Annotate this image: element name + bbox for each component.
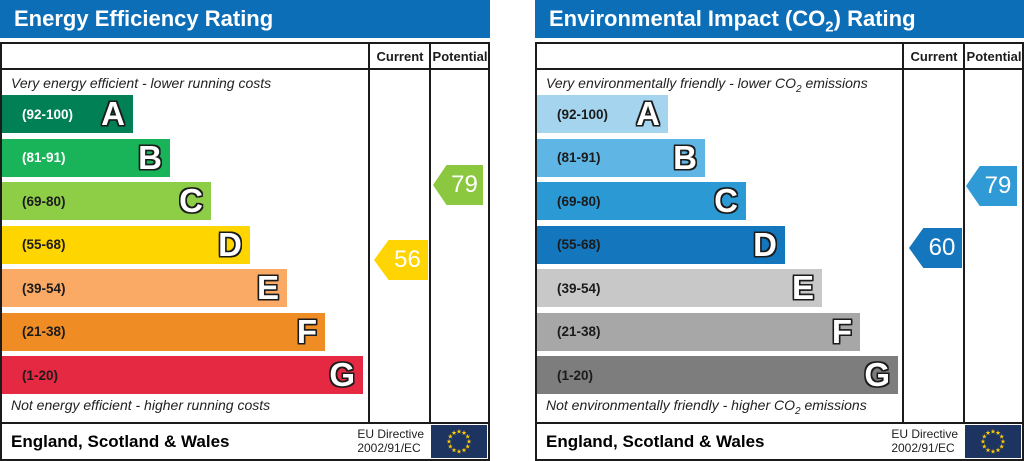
title-text-suffix: ) Rating xyxy=(833,6,916,31)
eu-flag-icon xyxy=(431,425,487,458)
eu-directive-line1: EU Directive xyxy=(891,427,958,441)
energy-efficiency-table: Current Potential Very energy efficient … xyxy=(0,42,490,461)
band-range-label: (55-68) xyxy=(22,237,66,252)
band-range-label: (81-91) xyxy=(22,150,66,165)
band-range-label: (81-91) xyxy=(557,150,601,165)
band-range-label: (92-100) xyxy=(557,106,609,122)
title-text: Energy Efficiency Rating xyxy=(14,6,274,31)
eu-directive-line1: EU Directive xyxy=(357,427,424,441)
region-label: England, Scotland & Wales xyxy=(11,431,230,451)
energy-efficiency-chart: Energy Efficiency Rating Current Potenti… xyxy=(0,0,490,461)
environmental-impact-chart: Environmental Impact (CO2) Rating Curren… xyxy=(535,0,1024,461)
current-column-header: Current xyxy=(376,49,424,64)
band-row-b: (81-91) B xyxy=(2,138,170,177)
band-row-d: (55-68) D xyxy=(537,225,785,264)
band-letter: D xyxy=(753,225,777,263)
band-letter: B xyxy=(138,138,162,176)
band-row-f: (21-38) F xyxy=(2,312,325,351)
caption-text: Not environmentally friendly - higher CO xyxy=(546,397,795,414)
current-rating-arrow: 56 xyxy=(374,240,428,280)
column-divider xyxy=(902,44,904,422)
current-rating-arrow: 60 xyxy=(909,228,962,268)
caption-text-suffix: emissions xyxy=(800,397,867,414)
band-letter: B xyxy=(673,138,697,176)
band-row-f: (21-38) F xyxy=(537,312,860,351)
energy-efficiency-title: Energy Efficiency Rating xyxy=(0,0,490,38)
column-divider xyxy=(368,44,370,422)
top-caption: Very energy efficient - lower running co… xyxy=(11,75,271,95)
band-letter: A xyxy=(101,95,125,132)
band-letter: A xyxy=(636,95,660,132)
band-range-label: (1-20) xyxy=(557,367,594,383)
table-footer: England, Scotland & Wales EU Directive 2… xyxy=(537,422,1022,459)
band-letter: G xyxy=(329,356,355,393)
band-range-label: (21-38) xyxy=(22,324,66,339)
caption-subscript: 2 xyxy=(796,83,802,95)
caption-text: Very environmentally friendly - lower CO xyxy=(546,75,797,91)
band-row-a: (92-100) A xyxy=(537,95,668,133)
eu-directive-label: EU Directive 2002/91/EC xyxy=(891,427,958,455)
potential-column-header: Potential xyxy=(432,49,488,64)
title-text: Environmental Impact (CO xyxy=(549,6,826,31)
band-letter: G xyxy=(864,356,890,393)
environmental-impact-table: Current Potential Very environmentally f… xyxy=(535,42,1024,461)
current-column-header: Current xyxy=(910,49,958,64)
band-letter: C xyxy=(179,182,203,219)
band-range-label: (69-80) xyxy=(22,193,66,209)
band-letter: F xyxy=(296,312,317,350)
caption-text: Very energy efficient - lower running co… xyxy=(11,75,272,91)
bottom-caption: Not environmentally friendly - higher CO… xyxy=(546,397,867,417)
band-letter: E xyxy=(791,269,814,306)
band-range-label: (39-54) xyxy=(557,280,601,296)
environmental-impact-title: Environmental Impact (CO2) Rating xyxy=(535,0,1024,38)
band-range-label: (55-68) xyxy=(557,237,601,252)
column-divider xyxy=(963,44,965,422)
band-letter: C xyxy=(714,182,738,219)
band-range-label: (1-20) xyxy=(22,367,59,383)
column-divider xyxy=(429,44,431,422)
band-range-label: (21-38) xyxy=(557,324,601,339)
band-row-c: (69-80) C xyxy=(537,182,746,220)
band-letter: D xyxy=(218,225,242,263)
band-row-e: (39-54) E xyxy=(537,269,822,307)
bottom-caption: Not energy efficient - higher running co… xyxy=(11,397,270,417)
band-range-label: (92-100) xyxy=(22,106,74,122)
caption-text: Not energy efficient - higher running co… xyxy=(11,397,271,414)
band-range-label: (69-80) xyxy=(557,193,601,209)
band-row-e: (39-54) E xyxy=(2,269,287,307)
potential-rating-arrow: 79 xyxy=(966,166,1017,206)
band-row-g: (1-20) G xyxy=(2,356,363,394)
eu-flag-icon xyxy=(965,425,1021,458)
table-header-row: Current Potential xyxy=(537,44,1022,70)
band-letter: F xyxy=(831,312,852,350)
band-row-c: (69-80) C xyxy=(2,182,211,220)
table-footer: England, Scotland & Wales EU Directive 2… xyxy=(2,422,488,459)
caption-text-suffix: emissions xyxy=(801,75,868,91)
band-range-label: (39-54) xyxy=(22,280,66,296)
region-label: England, Scotland & Wales xyxy=(546,431,765,451)
eu-directive-line2: 2002/91/EC xyxy=(891,440,955,455)
band-row-g: (1-20) G xyxy=(537,356,898,394)
potential-rating-arrow: 79 xyxy=(433,165,483,205)
eu-directive-label: EU Directive 2002/91/EC xyxy=(357,427,424,455)
band-row-d: (55-68) D xyxy=(2,225,250,264)
band-row-b: (81-91) B xyxy=(537,138,705,177)
potential-column-header: Potential xyxy=(966,49,1022,64)
caption-subscript: 2 xyxy=(795,406,801,417)
band-letter: E xyxy=(256,269,279,306)
band-row-a: (92-100) A xyxy=(2,95,133,133)
eu-directive-line2: 2002/91/EC xyxy=(357,440,421,455)
title-subscript: 2 xyxy=(825,18,834,36)
top-caption: Very environmentally friendly - lower CO… xyxy=(546,75,868,95)
table-header-row: Current Potential xyxy=(2,44,488,70)
rating-bands: (92-100) A (81-91) B (69-80) C (55-68) D… xyxy=(537,95,898,400)
rating-bands: (92-100) A (81-91) B (69-80) C (55-68) D… xyxy=(2,95,363,400)
